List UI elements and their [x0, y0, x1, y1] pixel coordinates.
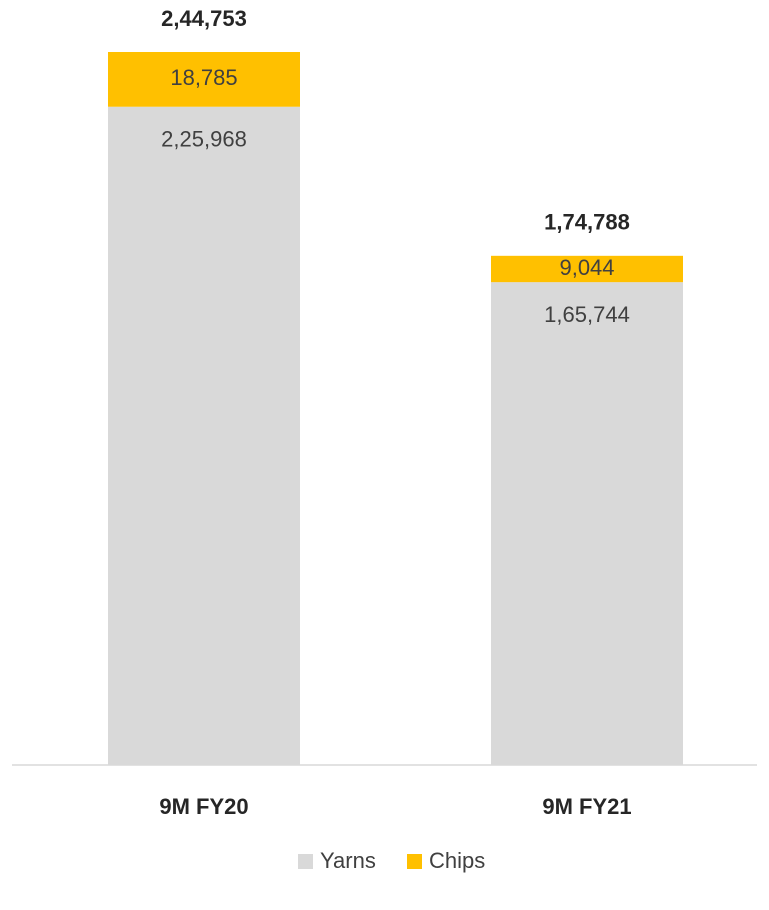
- value-label: 9,044: [559, 255, 614, 280]
- value-label: 1,65,744: [544, 302, 630, 327]
- bar-segment: [491, 282, 683, 765]
- legend-label: Yarns: [320, 848, 376, 873]
- total-label: 1,74,788: [544, 210, 630, 235]
- legend-swatch: [298, 854, 313, 869]
- legend-swatch: [407, 854, 422, 869]
- bar-segment: [108, 106, 300, 766]
- bar-segment: [108, 52, 300, 107]
- value-label: 2,25,968: [161, 127, 247, 152]
- total-label: 2,44,753: [161, 6, 247, 31]
- legend-label: Chips: [429, 848, 485, 873]
- value-label: 18,785: [170, 65, 237, 90]
- bar-segment: [491, 255, 683, 283]
- x-tick-label: 9M FY20: [159, 794, 248, 819]
- x-tick-label: 9M FY21: [542, 794, 631, 819]
